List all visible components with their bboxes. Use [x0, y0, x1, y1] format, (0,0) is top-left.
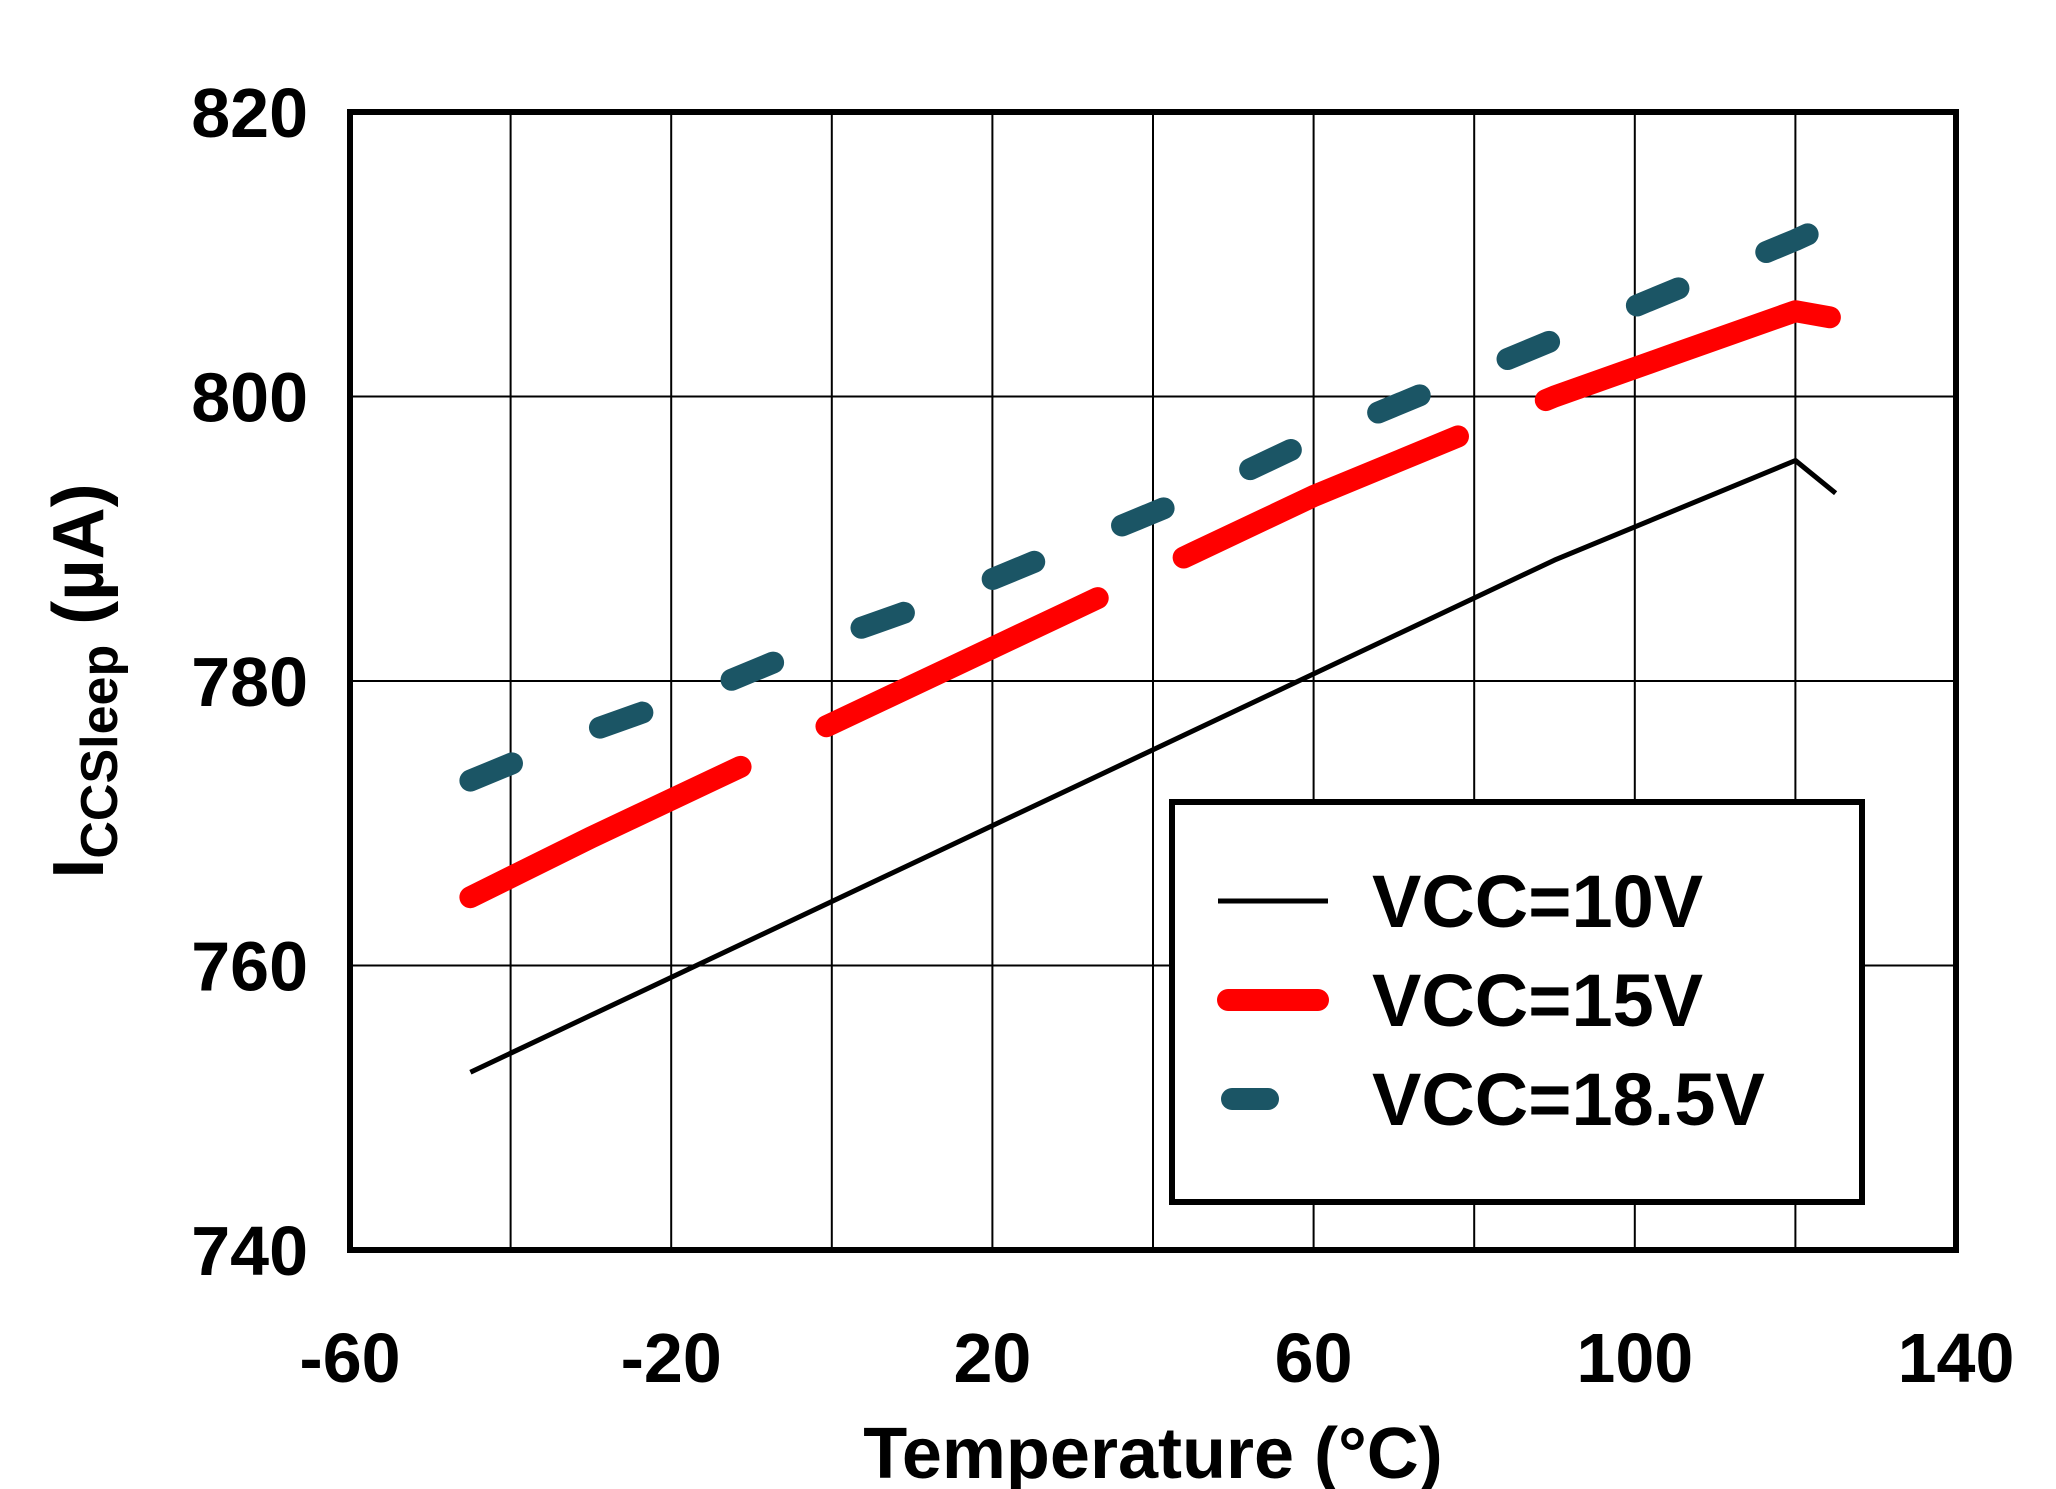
y-tick-label: 820 — [191, 74, 308, 152]
x-tick-label: 140 — [1898, 1319, 2015, 1397]
y-axis-title-unit: (µA) — [39, 483, 119, 644]
y-tick-label: 740 — [191, 1212, 308, 1290]
legend: VCC=10V VCC=15V VCC=18.5V — [1169, 799, 1865, 1205]
legend-label-vcc-15v: VCC=15V — [1372, 959, 1703, 1042]
y-axis-title-main: I — [39, 859, 119, 879]
x-tick-label: -20 — [621, 1319, 722, 1397]
y-tick-label: 780 — [191, 643, 308, 721]
x-tick-labels: -60 -20 20 60 100 140 — [299, 1319, 2014, 1397]
series-line-vcc-15v — [459, 300, 1847, 909]
x-tick-label: 100 — [1576, 1319, 1693, 1397]
legend-label-vcc-18-5v: VCC=18.5V — [1372, 1058, 1765, 1141]
y-axis-title: ICCSleep (µA) — [39, 483, 129, 878]
y-tick-label: 800 — [191, 359, 308, 437]
legend-label-vcc-10v: VCC=10V — [1372, 860, 1703, 943]
x-tick-label: 20 — [953, 1319, 1031, 1397]
y-tick-labels: 740 760 780 800 820 — [191, 74, 308, 1290]
y-tick-label: 760 — [191, 928, 308, 1006]
series-group — [459, 210, 1847, 1075]
series-line-vcc-10v — [469, 458, 1838, 1075]
series-line-vcc-18-5v — [459, 210, 1847, 792]
x-tick-label: 60 — [1275, 1319, 1353, 1397]
y-axis-title-sub: CCSleep — [71, 645, 129, 859]
x-tick-label: -60 — [299, 1319, 400, 1397]
x-axis-title: Temperature (°C) — [863, 1414, 1443, 1489]
plot-area-border — [347, 109, 1959, 1253]
